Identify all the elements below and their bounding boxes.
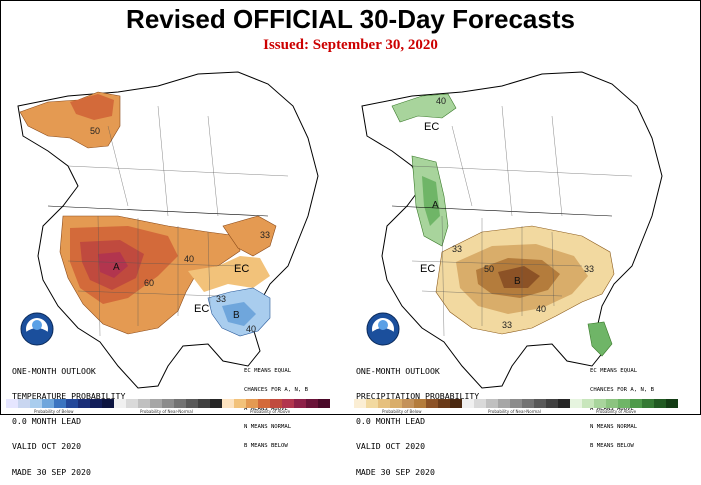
precip-info-line: MADE 30 SEP 2020: [356, 466, 435, 477]
temp-contour-label-1: 50: [90, 126, 100, 136]
precipitation-map-svg: A B EC EC 40 50 33 33 40 33: [361, 71, 663, 389]
temp-info-line: ONE-MONTH OUTLOOK: [12, 365, 96, 376]
noaa-logo: [20, 312, 54, 346]
temperature-outlook-map: A B EC EC 50 60 40 33 33 40: [8, 66, 348, 396]
precip-info-line: VALID OCT 2020: [356, 441, 426, 452]
page-title: Revised OFFICIAL 30-Day Forecasts: [126, 4, 575, 34]
temp-contour-label-6: 40: [246, 324, 256, 334]
canada-lines: [411, 105, 633, 217]
issued-date: Issued: September 30, 2020: [263, 37, 438, 53]
precip-legend-line: A MEANS ABOVE: [590, 405, 634, 412]
southeast-below-core: [222, 302, 256, 326]
temperature-info-block: ONE-MONTH OUTLOOK TEMPERATURE PROBABILIT…: [12, 350, 125, 485]
east-above-light: [188, 256, 270, 292]
temp-info-line: TEMPERATURE PROBABILITY: [12, 391, 126, 402]
temp-legend-line: EC MEANS EQUAL: [244, 368, 292, 375]
west-above-peak: [98, 252, 128, 278]
precip-label-ec-2: EC: [420, 263, 435, 275]
alaska-above-core: [70, 94, 114, 120]
precip-label-below: B: [514, 276, 521, 287]
temp-contour-label-5: 33: [216, 294, 226, 304]
temp-label-above: A: [113, 262, 120, 273]
temp-colorbar-caption-normal: Probability of Near-Normal: [140, 409, 193, 414]
precipitation-colorbar: [354, 399, 678, 408]
pacific-nw-wet-core: [422, 176, 440, 226]
us-canada-border: [391, 205, 613, 217]
precip-info-line: ONE-MONTH OUTLOOK: [356, 365, 440, 376]
precip-legend-line: N MEANS NORMAL: [590, 424, 638, 431]
temp-colorbar-caption-above: Probability of Above: [250, 409, 291, 414]
canada-lines: [67, 105, 289, 217]
temp-colorbar-caption-below: Probability of Below: [34, 409, 74, 414]
temperature-map-svg: A B EC EC 50 60 40 33 33 40: [17, 71, 319, 389]
precip-info-line: PRECIPITATION PROBABILITY: [356, 391, 480, 402]
precip-contour-label-4: 33: [584, 264, 594, 274]
precip-label-ec-1: EC: [424, 121, 439, 133]
precip-info-line: 0.0 MONTH LEAD: [356, 416, 426, 427]
alaska-wet-region: [391, 93, 457, 123]
precipitation-info-block: ONE-MONTH OUTLOOK PRECIPITATION PROBABIL…: [356, 350, 479, 485]
temp-contour-label-4: 33: [260, 230, 270, 240]
temp-info-line: 0.0 MONTH LEAD: [12, 416, 82, 427]
precip-label-above: A: [432, 200, 439, 211]
state-lines: [411, 215, 583, 337]
noaa-logo: [366, 312, 400, 346]
precip-contour-label-2: 50: [484, 264, 494, 274]
temp-info-line: MADE 30 SEP 2020: [12, 466, 91, 477]
precip-legend-line: CHANCES FOR A, N, B: [590, 387, 654, 394]
precip-colorbar-caption-above: Probability of Above: [596, 409, 637, 414]
state-lines: [67, 215, 239, 337]
temperature-colorbar: [6, 399, 330, 408]
temp-label-ec-1: EC: [234, 263, 249, 275]
temp-legend-line: CHANCES FOR A, N, B: [244, 387, 308, 394]
temp-legend-line: N MEANS NORMAL: [244, 424, 292, 431]
precip-legend-line: B MEANS BELOW: [590, 442, 634, 449]
temp-label-below: B: [233, 310, 240, 321]
temp-contour-label-3: 40: [184, 254, 194, 264]
precipitation-outlook-map: A B EC EC 40 50 33 33 40 33: [352, 66, 692, 396]
temp-info-line: VALID OCT 2020: [12, 441, 82, 452]
florida-wet-region: [587, 321, 613, 357]
temp-legend-line: A MEANS ABOVE: [244, 405, 288, 412]
precip-legend-line: EC MEANS EQUAL: [590, 368, 638, 375]
northeast-above-region: [222, 215, 277, 257]
us-canada-border: [47, 205, 269, 217]
precip-contour-label-3: 33: [452, 244, 462, 254]
precip-colorbar-caption-normal: Probability of Near-Normal: [488, 409, 541, 414]
temp-legend-line: B MEANS BELOW: [244, 442, 288, 449]
precip-colorbar-caption-below: Probability of Below: [382, 409, 422, 414]
precip-contour-label-1: 40: [436, 96, 446, 106]
temp-contour-label-2: 60: [144, 278, 154, 288]
temp-label-ec-2: EC: [194, 303, 209, 315]
precip-contour-label-6: 33: [502, 320, 512, 330]
precip-contour-label-5: 40: [536, 304, 546, 314]
central-dry-darker: [498, 266, 540, 288]
